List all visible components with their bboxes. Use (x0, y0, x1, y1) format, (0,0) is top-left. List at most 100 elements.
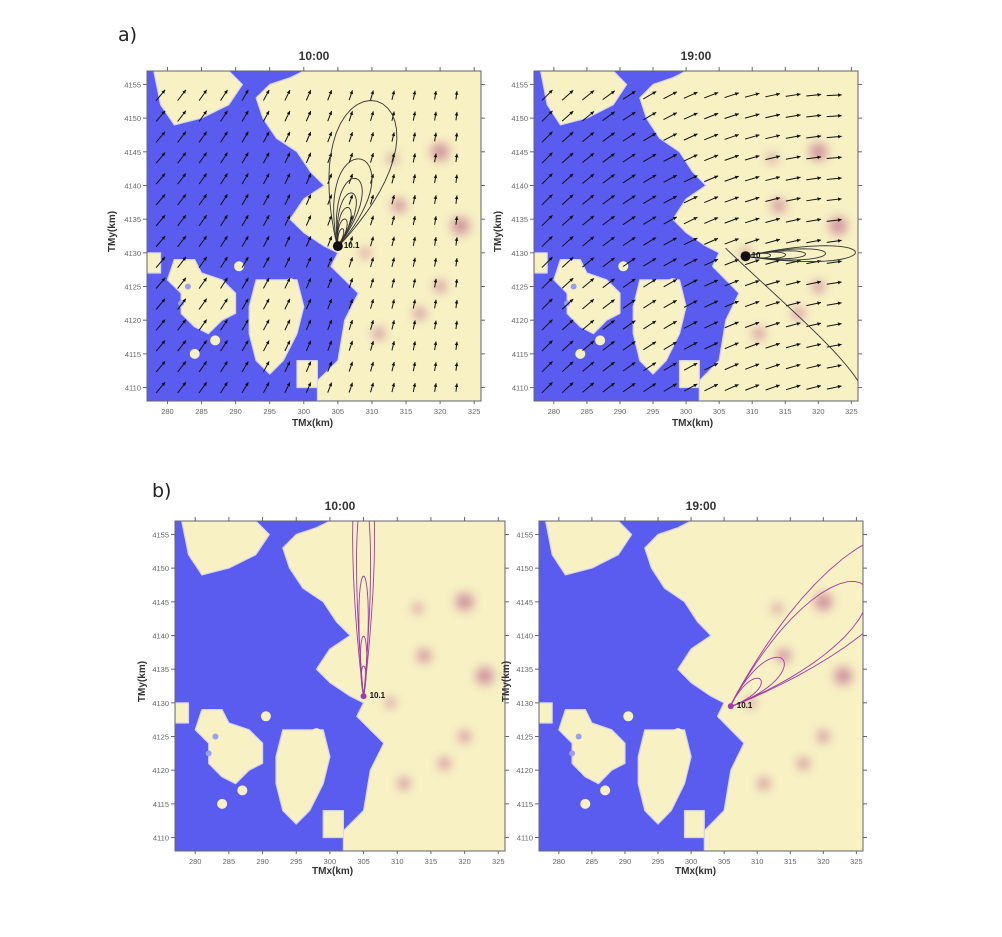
svg-text:4145: 4145 (124, 148, 141, 157)
svg-text:285: 285 (223, 857, 236, 866)
svg-text:10: 10 (752, 251, 761, 260)
svg-text:320: 320 (812, 407, 825, 416)
svg-text:325: 325 (850, 857, 863, 866)
svg-text:4150: 4150 (124, 114, 141, 123)
svg-text:295: 295 (263, 407, 276, 416)
x-axis-label: TMx(km) (292, 418, 334, 429)
svg-text:4125: 4125 (511, 283, 528, 292)
svg-text:4150: 4150 (152, 564, 169, 573)
svg-text:4125: 4125 (516, 733, 533, 742)
svg-text:4110: 4110 (153, 834, 169, 843)
map-canvas: 10.1 280 285 290 295 300 305 310 315 320 325 4155 41… (152, 517, 509, 866)
svg-text:295: 295 (290, 857, 303, 866)
svg-text:290: 290 (256, 857, 269, 866)
svg-text:285: 285 (581, 407, 594, 416)
svg-text:10.1: 10.1 (370, 691, 386, 700)
plot-a-1900: 19:00 10 280 285 290 295 300 305 310 315 320 325 41… (511, 49, 862, 416)
svg-text:325: 325 (468, 407, 481, 416)
svg-text:305: 305 (357, 857, 370, 866)
svg-text:325: 325 (492, 857, 505, 866)
svg-text:4135: 4135 (511, 215, 528, 224)
svg-text:280: 280 (189, 857, 202, 866)
svg-text:4155: 4155 (511, 80, 528, 89)
svg-text:280: 280 (553, 857, 566, 866)
svg-text:295: 295 (647, 407, 660, 416)
plot-title: 10:00 (298, 49, 330, 63)
svg-text:4120: 4120 (511, 316, 528, 325)
svg-text:4115: 4115 (153, 800, 169, 809)
svg-text:290: 290 (614, 407, 627, 416)
map-canvas: 10 280 285 290 295 300 305 310 315 320 325 4155 4150… (511, 67, 862, 416)
svg-text:4135: 4135 (152, 665, 169, 674)
svg-text:320: 320 (458, 857, 471, 866)
svg-text:280: 280 (548, 407, 561, 416)
svg-text:4135: 4135 (516, 665, 533, 674)
svg-text:320: 320 (817, 857, 830, 866)
svg-text:310: 310 (366, 407, 379, 416)
y-axis-label: TMy(km) (501, 660, 513, 703)
svg-text:290: 290 (619, 857, 632, 866)
svg-text:310: 310 (746, 407, 759, 416)
panel-label-b: b) (152, 480, 172, 502)
svg-text:4130: 4130 (124, 249, 141, 258)
svg-text:300: 300 (324, 857, 337, 866)
svg-text:295: 295 (652, 857, 665, 866)
svg-text:4115: 4115 (517, 800, 533, 809)
svg-text:305: 305 (713, 407, 726, 416)
svg-text:4120: 4120 (152, 766, 169, 775)
svg-text:315: 315 (779, 407, 792, 416)
y-axis-label: TMy(km) (107, 210, 119, 253)
svg-text:290: 290 (229, 407, 242, 416)
svg-text:310: 310 (751, 857, 764, 866)
svg-text:4140: 4140 (511, 181, 528, 190)
plot-title: 10:00 (324, 499, 356, 513)
svg-text:10.1: 10.1 (344, 241, 360, 250)
svg-text:4120: 4120 (516, 766, 533, 775)
svg-text:4110: 4110 (125, 384, 141, 393)
svg-text:280: 280 (161, 407, 174, 416)
svg-text:320: 320 (434, 407, 447, 416)
svg-text:4155: 4155 (516, 530, 533, 539)
svg-text:4145: 4145 (511, 148, 528, 157)
svg-text:305: 305 (332, 407, 345, 416)
svg-text:300: 300 (298, 407, 311, 416)
svg-text:4155: 4155 (124, 80, 141, 89)
svg-text:4155: 4155 (152, 530, 169, 539)
y-axis-label: TMy(km) (493, 210, 505, 253)
svg-text:4125: 4125 (124, 283, 141, 292)
svg-text:4130: 4130 (152, 699, 169, 708)
svg-text:315: 315 (425, 857, 438, 866)
svg-text:285: 285 (586, 857, 599, 866)
svg-text:4150: 4150 (516, 564, 533, 573)
svg-text:4140: 4140 (516, 631, 533, 640)
svg-text:4140: 4140 (152, 631, 169, 640)
svg-text:4125: 4125 (152, 733, 169, 742)
svg-text:4110: 4110 (517, 834, 533, 843)
x-axis-label: TMx(km) (675, 866, 717, 877)
svg-text:4130: 4130 (511, 249, 528, 258)
svg-text:4145: 4145 (152, 598, 169, 607)
svg-text:300: 300 (685, 857, 698, 866)
svg-text:4130: 4130 (516, 699, 533, 708)
svg-text:4115: 4115 (512, 350, 528, 359)
svg-text:4120: 4120 (124, 316, 141, 325)
x-axis-label: TMx(km) (672, 418, 714, 429)
plot-b-1000: 10:00 10.1 280 285 290 295 300 305 310 315 320 325… (152, 499, 509, 866)
svg-text:325: 325 (845, 407, 858, 416)
svg-text:285: 285 (195, 407, 208, 416)
plot-title: 19:00 (680, 49, 712, 63)
y-axis-label: TMy(km) (137, 660, 149, 703)
svg-text:300: 300 (680, 407, 693, 416)
svg-text:310: 310 (391, 857, 404, 866)
svg-text:4150: 4150 (511, 114, 528, 123)
map-canvas: 10.1 280 285 290 295 300 305 310 315 320 325 4155 41… (516, 517, 867, 866)
svg-text:4115: 4115 (125, 350, 141, 359)
plot-title: 19:00 (685, 499, 717, 513)
panel-label-a: a) (118, 24, 138, 46)
map-canvas: 10.1 280 285 290 295 300 305 310 315 320 325 4155 41… (124, 67, 485, 416)
plot-a-1000: 10:00 10.1 280 285 290 295 300 305 310 315 320 325… (124, 49, 485, 416)
svg-text:4140: 4140 (124, 181, 141, 190)
svg-text:4110: 4110 (512, 384, 528, 393)
svg-text:305: 305 (718, 857, 731, 866)
svg-text:315: 315 (400, 407, 413, 416)
